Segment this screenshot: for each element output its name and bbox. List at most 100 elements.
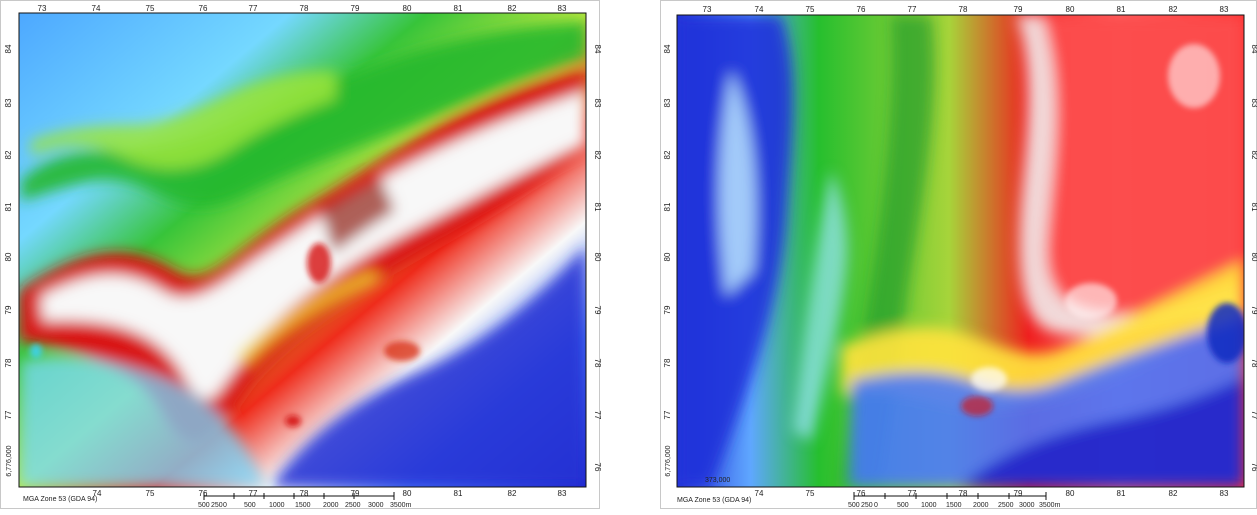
bottom-tick: 82 — [508, 489, 517, 498]
side-tick: 83 — [593, 99, 601, 108]
zone-label: MGA Zone 53 (GDA 94) — [677, 497, 751, 504]
bottom-tick: 77 — [249, 489, 258, 498]
side-tick: 81 — [4, 202, 13, 211]
scale-label: 3500m — [1039, 502, 1061, 509]
side-tick: 81 — [1250, 203, 1257, 212]
scale-label: 1500 — [295, 502, 311, 509]
side-tick: 82 — [593, 151, 601, 160]
easting-label: 373,000 — [705, 477, 730, 484]
scale-label: 1000 — [921, 502, 937, 509]
side-tick: 81 — [663, 202, 672, 211]
side-tick: 83 — [1250, 99, 1257, 108]
scale-label: 2500 — [998, 502, 1014, 509]
scale-label: 2000 — [973, 502, 989, 509]
scale-label: 2500 — [345, 502, 361, 509]
top-tick: 80 — [403, 4, 412, 13]
top-tick: 79 — [351, 4, 360, 13]
northing-label: 6,776,000 — [665, 445, 672, 476]
side-tick: 78 — [663, 358, 672, 367]
bottom-tick: 83 — [558, 489, 567, 498]
scale-label: 250 — [861, 502, 873, 509]
map-svg-right: 73 74 75 76 77 78 79 80 81 82 83 84 83 8… — [663, 5, 1257, 509]
side-tick: 77 — [663, 410, 672, 419]
top-tick: 78 — [959, 5, 968, 14]
bottom-tick: 76 — [857, 489, 866, 498]
anomaly-right — [677, 15, 1244, 487]
top-tick: 83 — [558, 4, 567, 13]
scale-label: 500 — [244, 502, 256, 509]
side-tick: 81 — [593, 203, 601, 212]
side-tick: 82 — [1250, 151, 1257, 160]
bottom-tick: 83 — [1220, 489, 1229, 498]
side-tick: 78 — [593, 359, 601, 368]
map-frame-right — [676, 14, 1245, 488]
bottom-tick: 78 — [959, 489, 968, 498]
anomaly-left — [19, 21, 586, 487]
map-panel-right: 73 74 75 76 77 78 79 80 81 82 83 84 83 8… — [660, 0, 1257, 509]
bottom-tick: 81 — [1117, 489, 1126, 498]
bottom-tick: 74 — [755, 489, 764, 498]
right-axis-left: 84 83 82 81 80 79 78 77 76 — [593, 45, 602, 472]
side-tick: 80 — [1250, 253, 1257, 262]
map-svg-left: 73 74 75 76 77 78 79 80 81 82 83 84 83 8… — [4, 4, 602, 509]
map-frame-left — [18, 12, 587, 488]
left-axis-left: 84 83 82 81 80 79 78 77 6,776,000 — [4, 44, 13, 477]
side-tick: 84 — [4, 44, 13, 53]
side-tick: 84 — [593, 45, 601, 54]
top-tick: 79 — [1014, 5, 1023, 14]
bottom-tick: 75 — [146, 489, 155, 498]
side-tick: 84 — [663, 44, 672, 53]
top-tick: 73 — [38, 4, 47, 13]
bottom-tick: 79 — [1014, 489, 1023, 498]
side-tick: 82 — [4, 150, 13, 159]
top-tick: 77 — [249, 4, 258, 13]
scale-bar-right: 500 250 0 500 1000 1500 2000 2500 3000 3… — [848, 492, 1061, 509]
scale-label: 3500m — [390, 502, 412, 509]
top-axis-right: 73 74 75 76 77 78 79 80 81 82 83 — [703, 5, 1229, 14]
top-tick: 83 — [1220, 5, 1229, 14]
bottom-tick: 77 — [908, 489, 917, 498]
top-tick: 81 — [1117, 5, 1126, 14]
side-tick: 78 — [4, 358, 13, 367]
side-tick: 78 — [1250, 359, 1257, 368]
bottom-tick: 81 — [454, 489, 463, 498]
side-tick: 80 — [593, 253, 601, 262]
side-tick: 77 — [593, 411, 601, 420]
top-tick: 74 — [92, 4, 101, 13]
side-tick: 80 — [663, 252, 672, 261]
side-tick: 84 — [1250, 45, 1257, 54]
side-tick: 79 — [593, 306, 601, 315]
scale-label: 3000 — [1019, 502, 1035, 509]
side-tick: 77 — [1250, 411, 1257, 420]
top-tick: 82 — [1169, 5, 1178, 14]
scale-label: 3000 — [368, 502, 384, 509]
top-tick: 81 — [454, 4, 463, 13]
bottom-tick: 76 — [199, 489, 208, 498]
bottom-axis-right: 74 75 76 77 78 79 80 81 82 83 — [755, 489, 1229, 498]
side-tick: 80 — [4, 252, 13, 261]
top-tick: 73 — [703, 5, 712, 14]
top-tick: 74 — [755, 5, 764, 14]
map-panel-left: 73 74 75 76 77 78 79 80 81 82 83 84 83 8… — [0, 0, 602, 509]
scale-label: 0 — [874, 502, 878, 509]
side-tick: 82 — [663, 150, 672, 159]
bottom-tick: 78 — [300, 489, 309, 498]
top-tick: 76 — [199, 4, 208, 13]
top-tick: 82 — [508, 4, 517, 13]
scale-label: 1500 — [946, 502, 962, 509]
bottom-tick: 79 — [351, 489, 360, 498]
scale-label: 0 — [223, 502, 227, 509]
side-tick: 83 — [4, 98, 13, 107]
bottom-tick: 80 — [403, 489, 412, 498]
top-tick: 75 — [806, 5, 815, 14]
scale-label: 500 — [848, 502, 860, 509]
scale-bar-left: 500 250 0 500 1000 1500 2000 2500 3000 3… — [198, 492, 412, 509]
side-tick: 77 — [4, 410, 13, 419]
right-axis-right: 84 83 82 81 80 79 78 77 76 — [1250, 45, 1257, 472]
left-axis-right: 84 83 82 81 80 79 78 77 6,776,000 — [663, 44, 672, 477]
scale-label: 2000 — [323, 502, 339, 509]
bottom-axis-left: 74 75 76 77 78 79 80 81 82 83 — [93, 489, 567, 498]
scale-label: 500 — [198, 502, 210, 509]
side-tick: 79 — [663, 305, 672, 314]
bottom-tick: 75 — [806, 489, 815, 498]
